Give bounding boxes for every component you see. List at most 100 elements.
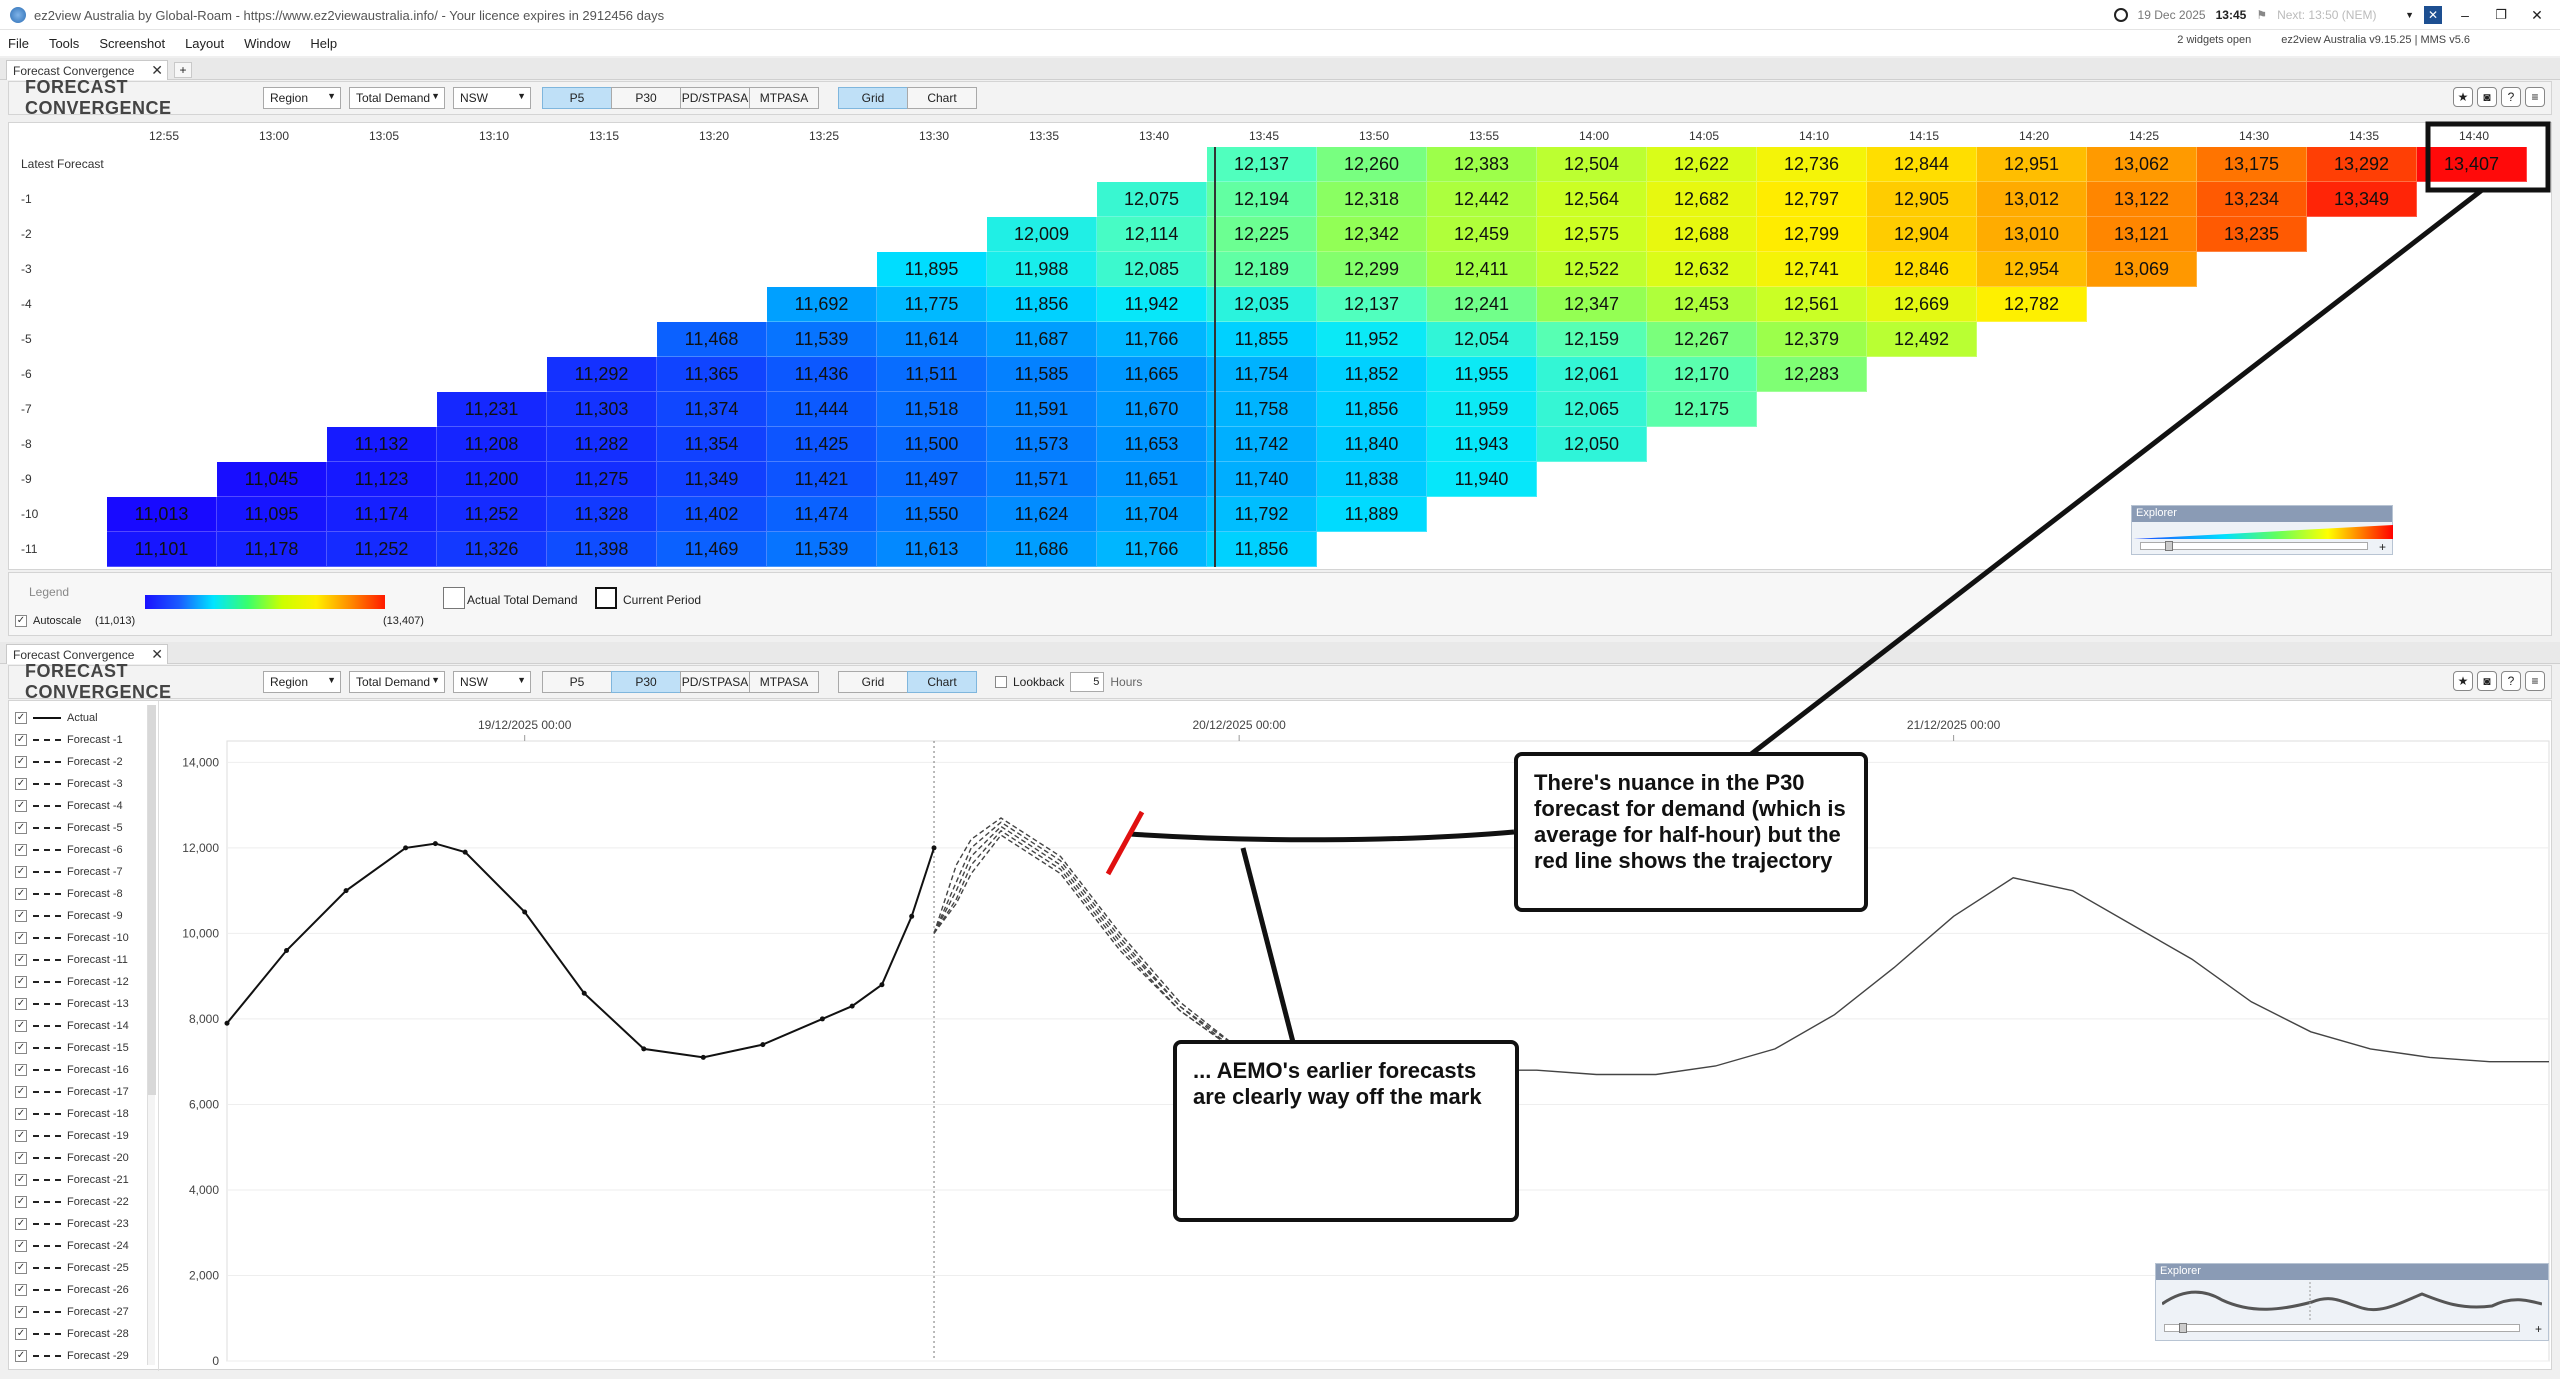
- forecast-cell[interactable]: 12,050: [1537, 427, 1647, 462]
- forecast-cell[interactable]: 12,075: [1097, 182, 1207, 217]
- forecast-cell[interactable]: 12,669: [1867, 287, 1977, 322]
- pd-stpasa-button[interactable]: PD/STPASA: [680, 87, 750, 109]
- forecast-cell[interactable]: 11,208: [437, 427, 547, 462]
- series-checkbox[interactable]: ✓: [15, 1262, 27, 1274]
- forecast-cell[interactable]: 12,622: [1647, 147, 1757, 182]
- series-checkbox[interactable]: ✓: [15, 954, 27, 966]
- series-checkbox[interactable]: ✓: [15, 1350, 27, 1362]
- forecast-cell[interactable]: 12,632: [1647, 252, 1757, 287]
- series-legend-item[interactable]: ✓ Forecast -9: [9, 905, 158, 927]
- forecast-cell[interactable]: 11,766: [1097, 532, 1207, 567]
- series-legend-item[interactable]: ✓ Forecast -1: [9, 729, 158, 751]
- forecast-cell[interactable]: 11,742: [1207, 427, 1317, 462]
- forecast-cell[interactable]: 12,241: [1427, 287, 1537, 322]
- p5-button[interactable]: P5: [542, 87, 612, 109]
- forecast-cell[interactable]: 11,444: [767, 392, 877, 427]
- camera-icon[interactable]: ◙: [2477, 87, 2497, 107]
- forecast-cell[interactable]: 11,539: [767, 322, 877, 357]
- forecast-cell[interactable]: 12,492: [1867, 322, 1977, 357]
- series-checkbox[interactable]: ✓: [15, 1328, 27, 1340]
- explorer-plus-button[interactable]: +: [2534, 1322, 2542, 1336]
- series-checkbox[interactable]: ✓: [15, 1152, 27, 1164]
- state-dropdown[interactable]: NSW ▼: [453, 671, 531, 693]
- forecast-cell[interactable]: 13,069: [2087, 252, 2197, 287]
- forecast-cell[interactable]: 11,573: [987, 427, 1097, 462]
- forecast-cell[interactable]: 11,398: [547, 532, 657, 567]
- forecast-cell[interactable]: 11,758: [1207, 392, 1317, 427]
- forecast-cell[interactable]: 11,943: [1427, 427, 1537, 462]
- forecast-cell[interactable]: 11,653: [1097, 427, 1207, 462]
- forecast-cell[interactable]: 12,951: [1977, 147, 2087, 182]
- series-checkbox[interactable]: ✓: [15, 734, 27, 746]
- forecast-cell[interactable]: 13,175: [2197, 147, 2307, 182]
- forecast-cell[interactable]: 12,442: [1427, 182, 1537, 217]
- series-checkbox[interactable]: ✓: [15, 844, 27, 856]
- camera-icon[interactable]: ◙: [2477, 671, 2497, 691]
- pd-stpasa-button[interactable]: PD/STPASA: [680, 671, 750, 693]
- forecast-cell[interactable]: 11,468: [657, 322, 767, 357]
- forecast-cell[interactable]: 12,267: [1647, 322, 1757, 357]
- menu-layout[interactable]: Layout: [185, 35, 225, 51]
- series-checkbox[interactable]: ✓: [15, 910, 27, 922]
- series-legend-item[interactable]: ✓ Forecast -25: [9, 1257, 158, 1279]
- series-checkbox[interactable]: ✓: [15, 822, 27, 834]
- series-checkbox[interactable]: ✓: [15, 1042, 27, 1054]
- forecast-cell[interactable]: 11,959: [1427, 392, 1537, 427]
- maximize-button[interactable]: ❐: [2495, 7, 2507, 22]
- forecast-cell[interactable]: 11,231: [437, 392, 547, 427]
- region-dropdown[interactable]: Region ▼: [263, 671, 341, 693]
- series-checkbox[interactable]: ✓: [15, 800, 27, 812]
- chart-explorer[interactable]: Explorer +: [2155, 1263, 2549, 1341]
- series-legend-item[interactable]: ✓ Forecast -20: [9, 1147, 158, 1169]
- help-icon[interactable]: ?: [2501, 671, 2521, 691]
- forecast-cell[interactable]: 11,425: [767, 427, 877, 462]
- series-legend-item[interactable]: ✓ Forecast -15: [9, 1037, 158, 1059]
- forecast-cell[interactable]: 11,687: [987, 322, 1097, 357]
- forecast-cell[interactable]: 13,122: [2087, 182, 2197, 217]
- forecast-cell[interactable]: 12,175: [1647, 392, 1757, 427]
- series-checkbox[interactable]: ✓: [15, 1086, 27, 1098]
- autoscale-checkbox[interactable]: ✓: [15, 615, 27, 627]
- close-tab-icon[interactable]: ✕: [151, 646, 163, 662]
- series-checkbox[interactable]: ✓: [15, 1284, 27, 1296]
- forecast-cell[interactable]: 11,571: [987, 462, 1097, 497]
- p5-button[interactable]: P5: [542, 671, 612, 693]
- forecast-cell[interactable]: 11,766: [1097, 322, 1207, 357]
- series-legend-item[interactable]: ✓ Forecast -12: [9, 971, 158, 993]
- forecast-cell[interactable]: 12,170: [1647, 357, 1757, 392]
- forecast-cell[interactable]: 11,704: [1097, 497, 1207, 532]
- series-checkbox[interactable]: ✓: [15, 1196, 27, 1208]
- forecast-cell[interactable]: 12,741: [1757, 252, 1867, 287]
- forecast-cell[interactable]: 12,137: [1317, 287, 1427, 322]
- forecast-cell[interactable]: 12,299: [1317, 252, 1427, 287]
- series-checkbox[interactable]: ✓: [15, 1240, 27, 1252]
- forecast-cell[interactable]: 12,065: [1537, 392, 1647, 427]
- series-checkbox[interactable]: ✓: [15, 1130, 27, 1142]
- forecast-cell[interactable]: 11,889: [1317, 497, 1427, 532]
- forecast-cell[interactable]: 11,374: [657, 392, 767, 427]
- series-checkbox[interactable]: ✓: [15, 866, 27, 878]
- series-checkbox[interactable]: ✓: [15, 1218, 27, 1230]
- chart-view-button[interactable]: Chart: [907, 87, 977, 109]
- forecast-cell[interactable]: 11,838: [1317, 462, 1427, 497]
- forecast-cell[interactable]: 13,407: [2417, 147, 2527, 182]
- forecast-cell[interactable]: 12,522: [1537, 252, 1647, 287]
- series-checkbox[interactable]: ✓: [15, 1174, 27, 1186]
- forecast-cell[interactable]: 13,349: [2307, 182, 2417, 217]
- forecast-cell[interactable]: 11,775: [877, 287, 987, 322]
- forecast-cell[interactable]: 11,101: [107, 532, 217, 567]
- forecast-cell[interactable]: 11,952: [1317, 322, 1427, 357]
- forecast-cell[interactable]: 11,095: [217, 497, 327, 532]
- lookback-input[interactable]: 5: [1070, 672, 1105, 692]
- forecast-cell[interactable]: 11,855: [1207, 322, 1317, 357]
- series-legend-item[interactable]: ✓ Forecast -19: [9, 1125, 158, 1147]
- series-checkbox[interactable]: ✓: [15, 998, 27, 1010]
- forecast-cell[interactable]: 11,402: [657, 497, 767, 532]
- forecast-cell[interactable]: 11,132: [327, 427, 437, 462]
- forecast-cell[interactable]: 11,792: [1207, 497, 1317, 532]
- forecast-cell[interactable]: 11,518: [877, 392, 987, 427]
- forecast-cell[interactable]: 11,895: [877, 252, 987, 287]
- series-checkbox[interactable]: ✓: [15, 1020, 27, 1032]
- series-legend-item[interactable]: ✓ Forecast -13: [9, 993, 158, 1015]
- forecast-cell[interactable]: 11,354: [657, 427, 767, 462]
